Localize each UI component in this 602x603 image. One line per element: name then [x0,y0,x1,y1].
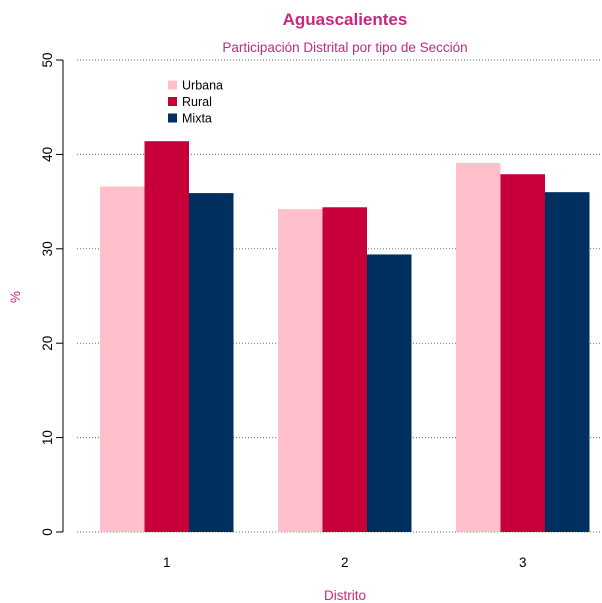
y-tick-label: 20 [40,336,55,351]
legend: Urbana Rural Mixta [168,79,223,126]
chart-title: Aguascalientes [283,10,408,29]
x-axis: 1 2 3 [163,555,527,570]
bar-rural-distrito-1 [144,141,189,532]
legend-label-rural: Rural [182,95,212,109]
bar-urbana-distrito-3 [456,162,501,532]
bar-rural-distrito-3 [500,174,545,532]
y-axis-title: % [8,291,23,303]
chart-subtitle: Participación Distrital por tipo de Secc… [222,40,467,55]
legend-swatch-rural [168,97,177,106]
bars [100,141,590,533]
bar-mixta-distrito-2 [367,254,412,533]
bar-mixta-distrito-3 [545,192,590,532]
bar-urbana-distrito-2 [278,209,323,533]
y-tick-label: 30 [40,241,55,256]
legend-label-urbana: Urbana [182,79,223,93]
y-tick-label: 40 [40,147,55,162]
bar-urbana-distrito-1 [100,186,145,532]
y-tick-label: 50 [40,52,55,67]
legend-label-mixta: Mixta [182,112,212,126]
x-axis-title: Distrito [324,588,366,603]
y-axis: 0 10 20 30 40 50 [40,52,64,536]
bar-mixta-distrito-1 [189,193,234,532]
x-tick-label: 3 [519,555,527,570]
legend-swatch-mixta [168,113,177,123]
legend-swatch-urbana [168,80,177,90]
y-tick-label: 0 [40,528,55,536]
bar-rural-distrito-2 [322,207,367,532]
x-tick-label: 1 [163,555,171,570]
x-tick-label: 2 [341,555,349,570]
y-tick-label: 10 [40,430,55,445]
